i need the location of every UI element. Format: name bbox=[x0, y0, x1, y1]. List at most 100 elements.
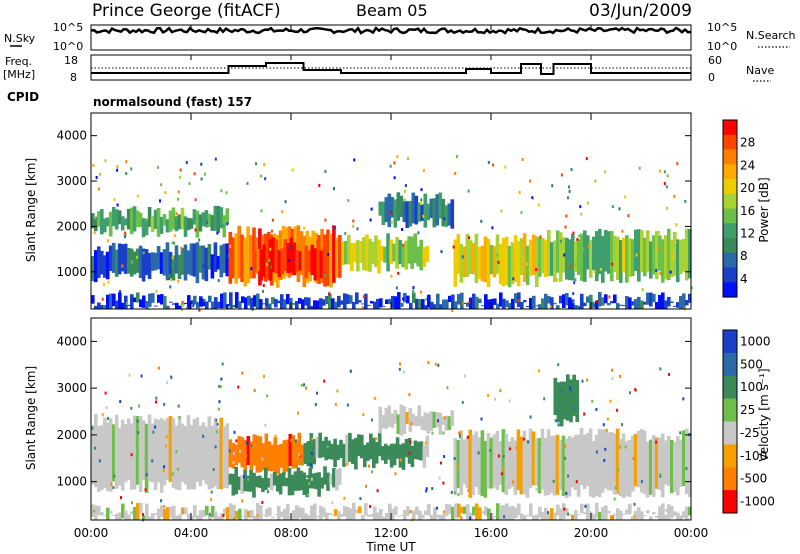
data-speck bbox=[195, 460, 198, 464]
data-cell bbox=[364, 503, 368, 516]
data-cell bbox=[652, 293, 656, 303]
data-cell bbox=[123, 218, 128, 226]
data-speck bbox=[160, 183, 163, 187]
data-speck bbox=[222, 224, 225, 228]
data-cell bbox=[423, 193, 428, 228]
data-speck bbox=[621, 423, 624, 427]
data-speck bbox=[177, 404, 180, 408]
data-speck bbox=[155, 400, 157, 404]
data-cell bbox=[142, 295, 146, 308]
data-cell bbox=[569, 379, 573, 423]
data-cell bbox=[364, 293, 368, 309]
data-cell bbox=[342, 443, 346, 467]
data-cell bbox=[517, 503, 521, 516]
data-cell bbox=[265, 298, 269, 309]
colorbar-tick-label: -100 bbox=[740, 449, 767, 463]
data-cell bbox=[117, 243, 122, 275]
data-cell bbox=[538, 304, 542, 309]
data-cell bbox=[516, 429, 521, 491]
data-cell bbox=[531, 431, 536, 486]
data-cell bbox=[329, 233, 333, 288]
data-cell bbox=[283, 299, 287, 309]
data-speck bbox=[395, 286, 398, 290]
data-cell bbox=[634, 229, 638, 271]
data-cell bbox=[157, 294, 161, 303]
data-speck bbox=[611, 262, 614, 266]
data-cell bbox=[126, 418, 131, 480]
data-cell bbox=[655, 516, 659, 518]
data-speck bbox=[151, 459, 154, 463]
data-speck bbox=[250, 444, 253, 448]
data-cell bbox=[594, 434, 599, 497]
data-speck bbox=[331, 501, 334, 505]
data-cell bbox=[315, 436, 319, 458]
data-cell bbox=[610, 515, 614, 520]
data-speck bbox=[104, 159, 107, 163]
data-speck bbox=[274, 434, 277, 438]
colorbar-tick-label: 100 bbox=[740, 380, 763, 394]
data-speck bbox=[140, 374, 143, 378]
data-cell bbox=[177, 254, 182, 279]
data-cell bbox=[252, 472, 256, 498]
data-cell bbox=[338, 235, 342, 278]
data-cell bbox=[297, 432, 302, 465]
data-cell bbox=[292, 510, 296, 520]
data-cell bbox=[519, 436, 524, 495]
data-speck bbox=[113, 198, 116, 201]
data-speck bbox=[245, 454, 248, 458]
data-speck bbox=[574, 262, 577, 266]
data-cell bbox=[444, 415, 449, 431]
data-speck bbox=[437, 419, 440, 423]
data-speck bbox=[94, 446, 96, 450]
data-cell bbox=[404, 439, 409, 458]
data-cell bbox=[597, 428, 602, 498]
data-cell bbox=[287, 468, 292, 496]
data-cell bbox=[118, 292, 122, 309]
data-cell bbox=[604, 294, 608, 304]
data-cell bbox=[384, 197, 389, 223]
data-speck bbox=[103, 283, 105, 287]
data-cell bbox=[153, 209, 158, 229]
data-cell bbox=[171, 207, 176, 230]
data-speck bbox=[165, 435, 168, 439]
data-speck bbox=[130, 167, 133, 171]
data-speck bbox=[215, 418, 218, 422]
data-cell bbox=[255, 435, 260, 473]
data-speck bbox=[192, 442, 194, 446]
data-speck bbox=[99, 172, 102, 176]
data-cell bbox=[213, 417, 218, 487]
data-cell bbox=[618, 439, 623, 497]
data-speck bbox=[453, 457, 456, 460]
data-cell bbox=[606, 432, 611, 491]
data-speck bbox=[162, 469, 165, 473]
data-cell bbox=[421, 299, 425, 309]
data-cell bbox=[258, 475, 262, 488]
data-cell bbox=[483, 440, 488, 498]
data-cell bbox=[535, 305, 539, 307]
data-speck bbox=[233, 517, 236, 521]
data-speck bbox=[572, 292, 575, 296]
data-speck bbox=[390, 220, 393, 224]
data-cell bbox=[619, 240, 623, 283]
freq-unit-label: [MHz] bbox=[3, 68, 35, 81]
data-speck bbox=[402, 243, 405, 247]
data-speck bbox=[310, 477, 313, 481]
data-speck bbox=[417, 231, 420, 235]
data-cell bbox=[475, 503, 479, 520]
data-cell bbox=[547, 230, 551, 277]
data-cell bbox=[240, 234, 244, 282]
data-speck bbox=[665, 185, 668, 189]
data-cell bbox=[172, 303, 176, 305]
data-cell bbox=[135, 248, 140, 273]
data-cell bbox=[313, 300, 317, 309]
data-speck bbox=[258, 243, 261, 246]
data-cell bbox=[415, 298, 419, 309]
data-speck bbox=[247, 478, 250, 482]
data-cell bbox=[573, 435, 578, 490]
data-speck bbox=[567, 196, 569, 200]
data-cell bbox=[574, 305, 578, 309]
data-cell bbox=[598, 511, 602, 520]
data-cell bbox=[595, 502, 599, 518]
data-speck bbox=[92, 163, 95, 167]
data-speck bbox=[123, 235, 126, 239]
